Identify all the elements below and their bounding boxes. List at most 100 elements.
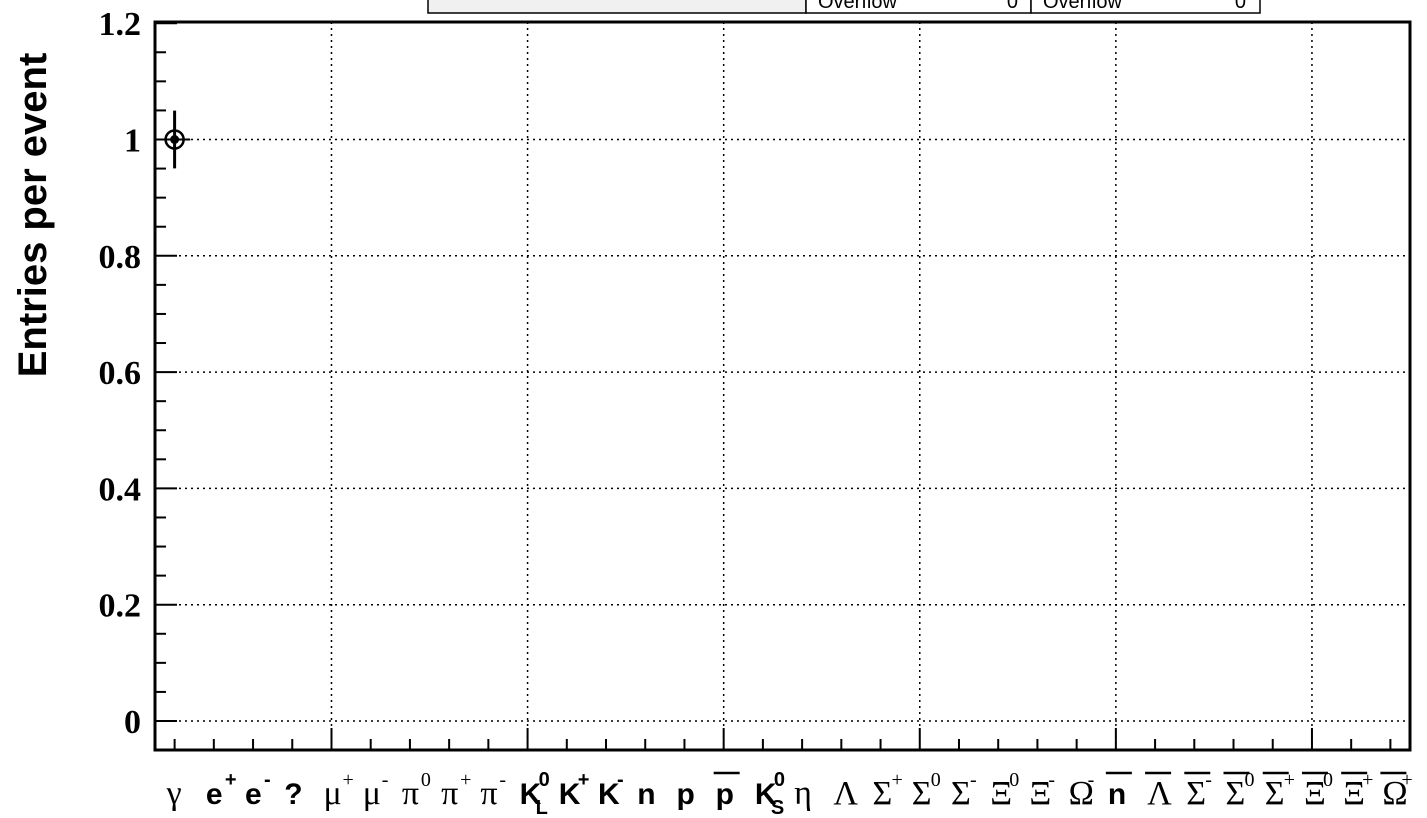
category-symbol: Ξ	[1343, 775, 1365, 812]
y-axis-label: Entries per event	[11, 53, 55, 378]
category-symbol: Λ	[833, 775, 858, 812]
plot-frame	[153, 20, 1412, 752]
x-category-label: n	[1105, 771, 1132, 811]
data-points	[159, 110, 191, 169]
category-superscript: +	[1401, 769, 1412, 791]
category-symbol: e	[245, 778, 262, 811]
x-category-label: Σ +	[873, 769, 903, 812]
category-symbol: Ξ	[990, 775, 1012, 812]
category-superscript: +	[342, 769, 353, 791]
category-symbol: Σ	[1186, 775, 1206, 812]
category-superscript: +	[225, 769, 237, 791]
category-symbol: η	[794, 775, 812, 812]
x-category-label: K-	[598, 769, 624, 811]
category-symbol: e	[206, 778, 223, 811]
stats-right-value: 0	[1235, 0, 1246, 13]
category-symbol: p	[676, 778, 694, 811]
category-superscript: +	[578, 769, 590, 791]
category-superscript: 0	[539, 769, 550, 791]
category-symbol: Σ	[912, 775, 932, 812]
category-symbol: Σ	[873, 775, 893, 812]
category-symbol: π	[441, 775, 458, 812]
grid-lines	[155, 22, 1410, 750]
y-tick-label: 0.4	[99, 471, 142, 508]
y-tick-label: 0.6	[99, 355, 142, 392]
category-superscript: +	[460, 769, 471, 791]
category-superscript: -	[1048, 769, 1055, 791]
y-tick-label: 0.2	[99, 588, 142, 625]
category-superscript: 0	[421, 769, 431, 791]
stats-right-label: Overflow	[1043, 0, 1122, 13]
category-superscript: 0	[931, 769, 941, 791]
category-symbol: μ	[363, 775, 381, 812]
x-category-label: Λ	[833, 775, 858, 812]
x-category-label: p	[676, 778, 694, 811]
x-category-label: Ξ-	[1029, 769, 1055, 812]
x-category-label: K0 S	[755, 769, 785, 818]
category-subscript: S	[771, 797, 784, 818]
x-category-label: Λ	[1145, 771, 1172, 812]
category-symbol: Ξ	[1304, 775, 1326, 812]
category-symbol: Σ	[1226, 775, 1246, 812]
category-superscript: +	[1362, 769, 1373, 791]
category-superscript: +	[892, 769, 903, 791]
x-category-label: e +	[206, 769, 237, 811]
x-category-label: Σ-	[1184, 769, 1212, 812]
category-superscript: -	[264, 769, 271, 791]
category-superscript: -	[382, 769, 389, 791]
x-category-label: Ξ0	[1301, 769, 1333, 812]
category-symbol: K	[559, 778, 581, 811]
category-symbol: K	[755, 778, 777, 811]
marker-ring	[164, 129, 185, 150]
y-tick-label: 0.8	[99, 239, 142, 276]
y-tick-label: 1.2	[99, 6, 142, 43]
category-symbol: Λ	[1147, 775, 1172, 812]
x-category-label: Ξ+	[1341, 769, 1373, 812]
y-tick-label: 0	[124, 704, 141, 741]
axis-ticks	[155, 22, 1392, 752]
x-category-label: η	[794, 775, 812, 812]
marker-dot	[170, 135, 180, 144]
x-category-label: Ω-	[1069, 769, 1095, 812]
category-symbol: Σ	[1265, 775, 1285, 812]
category-symbol: K	[520, 778, 542, 811]
category-symbol: γ	[166, 775, 182, 812]
category-superscript: +	[1284, 769, 1295, 791]
x-category-label: K0 L	[520, 769, 550, 818]
x-category-label: π-	[480, 769, 506, 812]
category-symbol: Ξ	[1029, 775, 1051, 812]
category-symbol: Σ	[951, 775, 971, 812]
category-superscript: -	[1205, 769, 1212, 791]
category-superscript: -	[970, 769, 977, 791]
y-tick-label: 1	[124, 123, 141, 160]
x-category-label: n	[637, 778, 655, 811]
x-category-label: Ξ0	[990, 769, 1019, 812]
data-point	[159, 110, 191, 169]
x-category-label: Σ-	[951, 769, 977, 812]
category-superscript: -	[617, 769, 624, 791]
category-subscript: L	[536, 797, 548, 818]
category-symbol: Ω	[1382, 775, 1407, 812]
x-category-label: Ω+	[1380, 769, 1413, 812]
category-symbol: n	[1108, 778, 1126, 811]
category-superscript: -	[1088, 769, 1095, 791]
x-category-label: p	[713, 771, 740, 811]
category-symbol: Ω	[1069, 775, 1094, 812]
category-symbol: K	[598, 778, 620, 811]
x-category-label: π +	[441, 769, 471, 812]
stats-left-value: 0	[1007, 0, 1018, 13]
category-superscript: 0	[1323, 769, 1333, 791]
y-tick-labels: 0 0.2 0.4 0.6 0.8 1 1.2	[99, 6, 142, 741]
category-symbol: n	[637, 778, 655, 811]
category-superscript: -	[499, 769, 506, 791]
category-symbol: μ	[323, 775, 341, 812]
x-category-labels: γ e + e -? μ + μ - π 0 π + π - K0L K+ K-n p p K0S η Λ Σ + Σ 0 Σ - Ξ0 Ξ…	[166, 769, 1413, 818]
stats-left-label: Overflow	[818, 0, 897, 13]
x-category-label: K+	[559, 769, 590, 811]
x-category-label: μ-	[363, 769, 389, 812]
category-symbol: p	[716, 778, 734, 811]
